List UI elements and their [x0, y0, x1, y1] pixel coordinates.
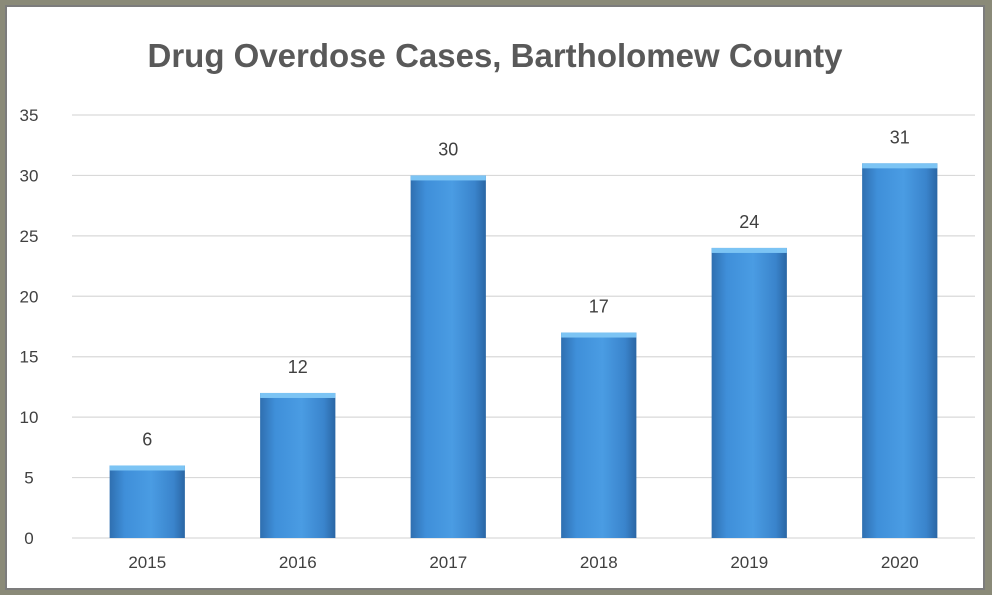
- bar-top-bevel: [862, 163, 938, 169]
- bar: [862, 163, 938, 539]
- gridlines-group: [72, 114, 975, 539]
- y-axis-tick-label: 10: [20, 408, 39, 427]
- data-label: 31: [890, 127, 910, 147]
- chart-title: Drug Overdose Cases, Bartholomew County: [147, 37, 843, 74]
- data-label: 17: [589, 297, 609, 317]
- y-axis-tick-label: 30: [20, 166, 39, 185]
- data-label: 24: [739, 212, 759, 232]
- bars-group: [109, 163, 938, 539]
- data-label: 30: [438, 139, 458, 159]
- bar-top-bevel: [260, 392, 336, 398]
- y-axis-tick-label: 20: [20, 287, 39, 306]
- data-labels-group: 6 12 30 17 24 31: [142, 127, 910, 449]
- y-axis-tick-label: 5: [24, 469, 33, 488]
- bar: [561, 332, 637, 538]
- bar-top-bevel: [561, 332, 637, 338]
- y-axis-ticks-group: 0 5 10 15 20 25 30 35: [20, 106, 39, 548]
- x-axis-ticks-group: 2015 2016 2017 2018 2019 2020: [128, 553, 918, 572]
- x-axis-tick-label: 2016: [279, 553, 317, 572]
- x-axis-tick-label: 2019: [730, 553, 768, 572]
- x-axis-tick-label: 2018: [580, 553, 618, 572]
- data-label: 12: [288, 357, 308, 377]
- bar-top-bevel: [711, 247, 787, 253]
- x-axis-tick-label: 2020: [881, 553, 919, 572]
- bar: [410, 175, 486, 538]
- bar-top-bevel: [410, 175, 486, 181]
- y-axis-tick-label: 35: [20, 106, 39, 125]
- bar: [260, 392, 336, 538]
- y-axis-tick-label: 25: [20, 227, 39, 246]
- data-label: 6: [142, 429, 152, 449]
- x-axis-tick-label: 2015: [128, 553, 166, 572]
- y-axis-tick-label: 15: [20, 348, 39, 367]
- x-axis-tick-label: 2017: [429, 553, 467, 572]
- chart-frame: Drug Overdose Cases, Bartholomew County …: [5, 5, 985, 590]
- bar: [711, 247, 787, 538]
- y-axis-tick-label: 0: [24, 529, 33, 548]
- bar: [109, 465, 185, 538]
- bar-top-bevel: [109, 465, 185, 471]
